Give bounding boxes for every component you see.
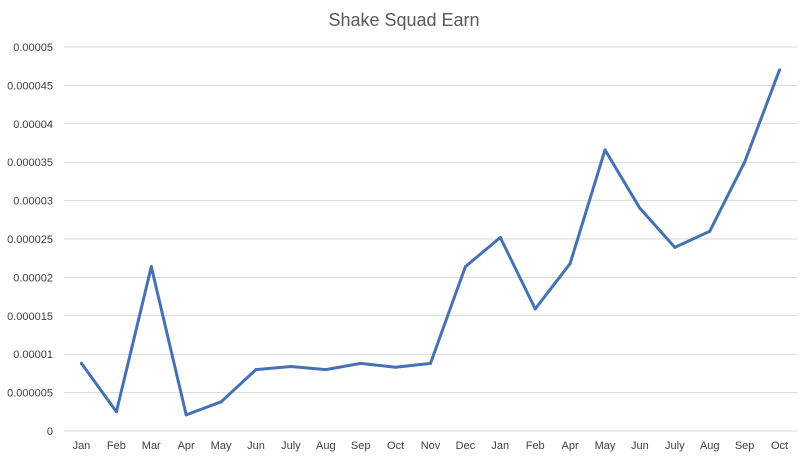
data-point [463,265,467,269]
data-point [533,307,537,311]
y-tick-label: 0.000015 [7,311,53,323]
x-tick-label: Jun [631,440,649,452]
data-point [219,400,223,404]
y-tick-label: 0.00005 [13,42,53,54]
y-tick-label: 0.00001 [13,349,53,361]
x-tick-label: July [281,440,301,452]
y-tick-label: 0.00002 [13,272,53,284]
data-point [359,361,363,365]
x-tick-label: Aug [700,440,720,452]
data-point [743,160,747,164]
data-point [394,365,398,369]
data-point [778,68,782,72]
data-point [324,368,328,372]
data-point [429,361,432,365]
data-point [289,364,293,368]
y-tick-label: 0 [47,426,53,438]
y-tick-label: 0.000035 [7,157,53,169]
y-tick-label: 0.00004 [13,119,53,131]
x-tick-label: May [211,440,232,452]
x-tick-label: Jan [73,440,91,452]
data-point [79,361,83,365]
x-tick-label: Dec [456,440,476,452]
x-tick-label: Oct [387,440,404,452]
x-tick-label: Oct [771,440,788,452]
x-axis-tick-labels: Jan Feb Mar Apr May Jun July Aug Sep Oct Nov Dec Jan… [73,440,789,452]
chart-title: Shake Squad Earn [328,10,479,30]
data-point [149,265,153,269]
data-point [638,206,642,210]
series-layer [79,68,782,417]
y-tick-label: 0.000005 [7,388,53,400]
x-tick-label: Sep [735,440,755,452]
x-tick-label: Aug [316,440,336,452]
x-tick-label: Feb [526,440,545,452]
x-tick-label: July [665,440,685,452]
y-axis-tick-labels: 0 0.000005 0.00001 0.000015 0.00002 0.000025 0… [7,42,53,438]
x-tick-label: Apr [178,440,195,452]
x-tick-label: Apr [562,440,579,452]
x-tick-label: Jun [247,440,265,452]
x-tick-label: Nov [421,440,441,452]
data-point [114,410,118,414]
x-tick-label: Mar [142,440,161,452]
x-tick-label: Feb [107,440,126,452]
data-point [184,413,188,417]
x-tick-label: May [595,440,616,452]
x-tick-label: Jan [491,440,509,452]
gridlines [64,46,797,432]
data-point [254,368,258,372]
data-point [568,262,572,266]
y-tick-label: 0.000025 [7,234,53,246]
y-tick-label: 0.00003 [13,196,53,208]
y-tick-label: 0.000045 [7,80,53,92]
data-point [498,235,502,239]
data-point [603,148,607,152]
data-point [708,229,712,233]
x-tick-label: Sep [351,440,371,452]
data-point [673,245,677,249]
